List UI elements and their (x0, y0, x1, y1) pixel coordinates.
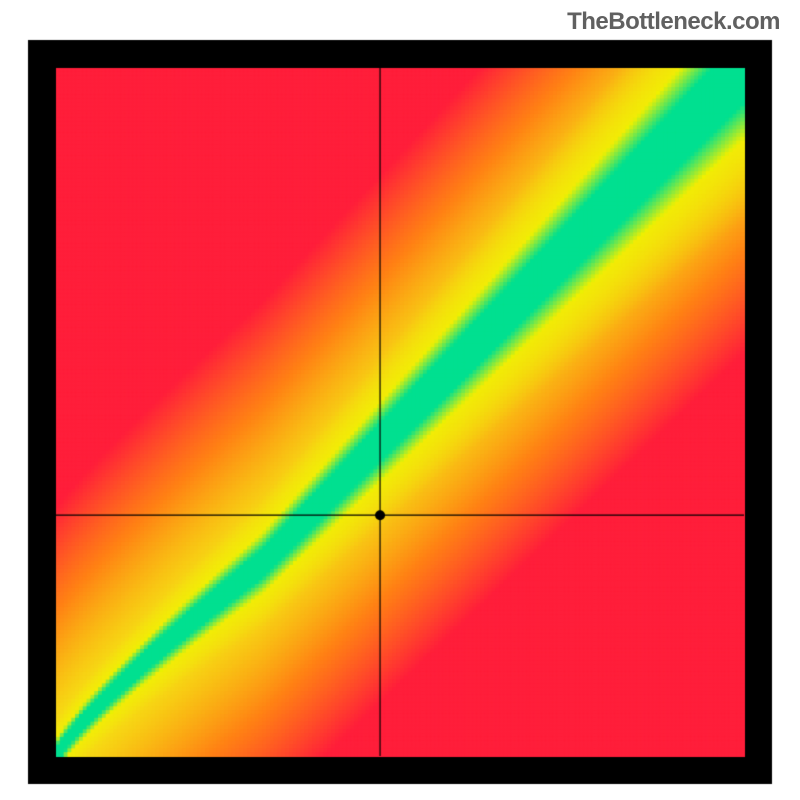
chart-container: TheBottleneck.com (0, 0, 800, 800)
heatmap-canvas (0, 0, 800, 800)
watermark-text: TheBottleneck.com (567, 8, 780, 36)
